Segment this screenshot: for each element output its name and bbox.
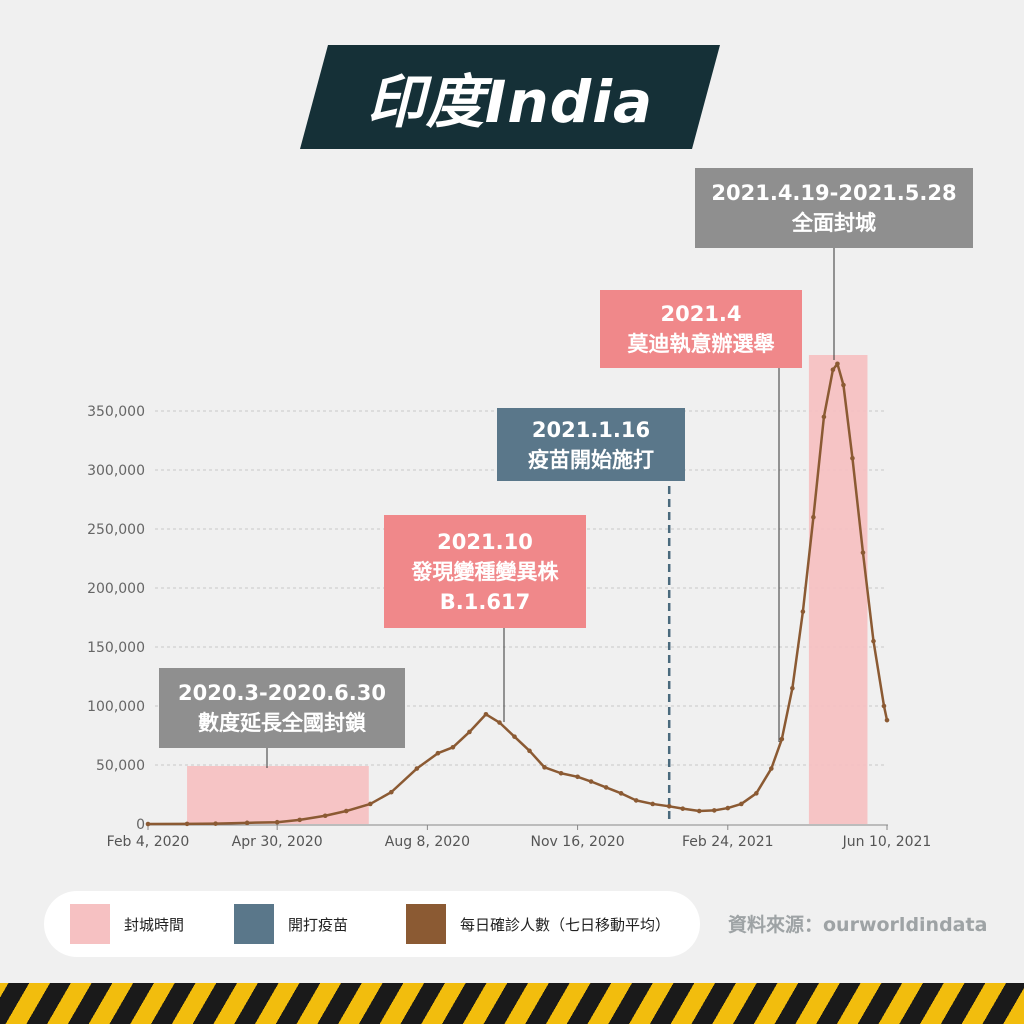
annotation-lockdown-2021-date: 2021.4.19-2021.5.28 xyxy=(711,181,957,205)
case-point xyxy=(588,779,594,784)
annotation-election-text: 莫迪執意辦選舉 xyxy=(627,332,775,356)
annotation-variant-name: B.1.617 xyxy=(439,589,531,614)
legend: 封城時間 開打疫苗 每日確診人數（七日移動平均） xyxy=(44,891,700,957)
y-tick-label: 300,000 xyxy=(87,463,145,479)
case-point xyxy=(884,717,890,723)
annotation-election: 2021.4 莫迪執意辦選舉 xyxy=(600,290,802,368)
source-note: 資料來源：ourworldindata xyxy=(728,914,988,936)
annotation-variant-text: 發現變種變異株 xyxy=(411,559,559,584)
case-point xyxy=(512,734,517,739)
legend-swatch-lockdown xyxy=(70,904,110,944)
y-tick-label: 250,000 xyxy=(87,522,145,538)
annotation-lockdown-2021: 2021.4.19-2021.5.28 全面封城 xyxy=(695,168,973,248)
case-point xyxy=(450,745,456,750)
case-point xyxy=(860,550,866,555)
case-point xyxy=(558,770,564,776)
legend-label-cases: 每日確診人數（七日移動平均） xyxy=(460,915,671,934)
case-point xyxy=(711,808,717,813)
case-point xyxy=(244,820,250,826)
case-point xyxy=(575,774,580,780)
case-point xyxy=(274,819,280,825)
x-tick-label: Nov 16, 2020 xyxy=(531,834,625,850)
case-point xyxy=(680,806,686,811)
y-tick-label: 200,000 xyxy=(87,581,145,597)
case-point xyxy=(322,813,328,819)
case-point xyxy=(835,361,840,367)
x-tick-label: Aug 8, 2020 xyxy=(385,834,470,850)
legend-label-lockdown: 封城時間 xyxy=(124,915,185,934)
y-tick-label: 100,000 xyxy=(87,699,145,715)
case-point xyxy=(542,765,547,770)
case-point xyxy=(739,801,744,807)
case-point xyxy=(603,785,609,790)
case-point xyxy=(850,455,855,461)
case-point xyxy=(696,808,702,814)
case-point xyxy=(527,748,532,754)
x-tick-label: Apr 30, 2020 xyxy=(232,834,323,850)
case-point xyxy=(666,804,672,809)
case-point xyxy=(435,750,441,756)
case-point xyxy=(343,808,349,814)
y-tick-label: 150,000 xyxy=(87,640,145,656)
case-point xyxy=(769,766,774,771)
legend-label-vaccine: 開打疫苗 xyxy=(288,915,349,934)
annotation-election-date: 2021.4 xyxy=(660,302,742,326)
lockdown-band xyxy=(187,766,369,824)
annotation-lockdown-2020: 2020.3-2020.6.30 數度延長全國封鎖 xyxy=(159,668,405,748)
case-point xyxy=(483,711,489,717)
case-point xyxy=(725,805,731,811)
case-point xyxy=(871,638,876,644)
case-point xyxy=(467,729,472,735)
case-point xyxy=(297,817,303,823)
case-point xyxy=(184,821,190,827)
lockdown-band xyxy=(808,355,868,824)
legend-item-lockdown: 封城時間 xyxy=(70,904,184,944)
x-tick-label: Feb 4, 2020 xyxy=(107,834,190,850)
annotation-vaccine-text: 疫苗開始施打 xyxy=(528,447,654,472)
case-point xyxy=(830,367,836,373)
chart-title: 印度India xyxy=(366,68,654,136)
annotation-vaccine: 2021.1.16 疫苗開始施打 xyxy=(497,408,685,481)
x-tick-label: Jun 10, 2021 xyxy=(842,834,932,850)
case-point xyxy=(145,821,151,827)
legend-item-vaccine: 開打疫苗 xyxy=(234,904,348,944)
x-tick-label: Feb 24, 2021 xyxy=(682,834,774,850)
case-point xyxy=(389,789,394,795)
legend-swatch-cases xyxy=(406,904,446,944)
title-banner: 印度India xyxy=(300,45,720,149)
hazard-stripe xyxy=(0,983,1024,1024)
annotation-variant-date: 2021.10 xyxy=(437,529,533,554)
case-point xyxy=(497,720,502,725)
case-point xyxy=(213,821,218,826)
annotation-lockdown-2021-text: 全面封城 xyxy=(792,211,876,235)
case-point xyxy=(779,736,785,742)
annotation-lockdown-2020-date: 2020.3-2020.6.30 xyxy=(178,681,386,705)
case-point xyxy=(800,609,806,614)
y-tick-label: 50,000 xyxy=(96,758,145,774)
annotation-vaccine-date: 2021.1.16 xyxy=(531,417,651,442)
case-point xyxy=(790,686,795,691)
case-point xyxy=(368,801,373,807)
y-tick-label: 0 xyxy=(136,817,145,833)
y-tick-label: 350,000 xyxy=(87,404,145,420)
case-point xyxy=(881,703,887,709)
case-point xyxy=(633,798,639,803)
case-point xyxy=(414,766,420,771)
legend-swatch-vaccine xyxy=(234,904,274,944)
case-point xyxy=(821,414,827,420)
case-point xyxy=(618,791,624,796)
case-point xyxy=(754,791,759,796)
legend-item-cases: 每日確診人數（七日移動平均） xyxy=(406,904,670,944)
case-point xyxy=(811,514,816,520)
case-point xyxy=(650,801,655,807)
annotation-lockdown-2020-text: 數度延長全國封鎖 xyxy=(198,711,366,735)
case-point xyxy=(841,382,846,388)
annotation-variant: 2021.10 發現變種變異株 B.1.617 xyxy=(384,515,586,628)
